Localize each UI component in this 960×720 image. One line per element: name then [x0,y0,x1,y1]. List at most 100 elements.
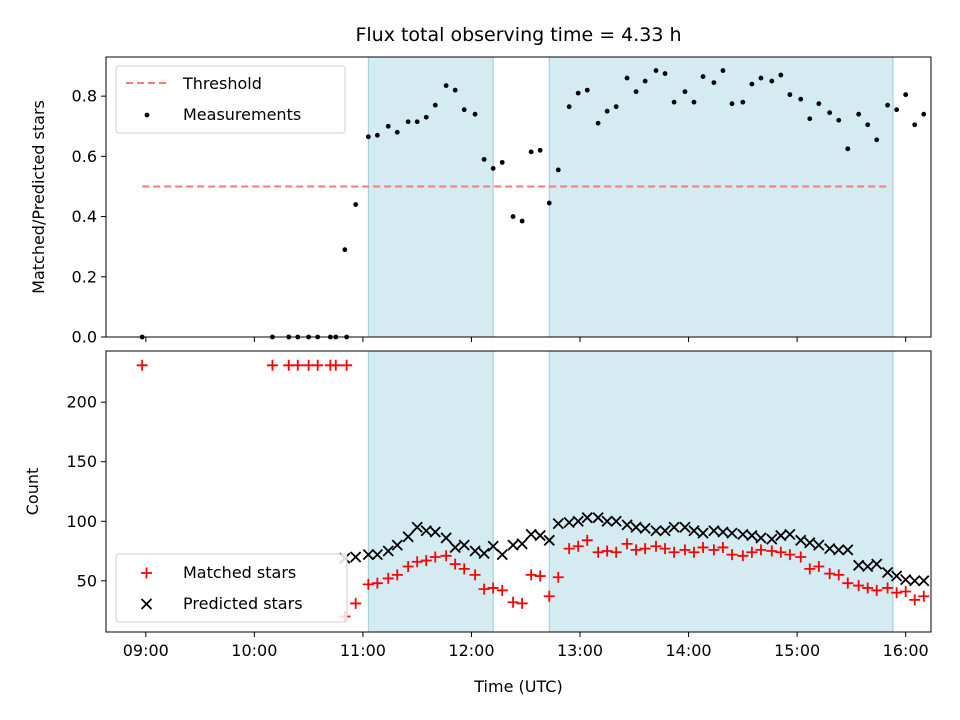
measurement-point [342,247,348,253]
measurement-point [856,111,862,117]
y-tick-label: 0.2 [72,267,97,286]
y-tick-label: 150 [66,452,97,471]
predicted-star-point [507,539,519,551]
measurement-point [575,90,581,96]
measurement-point [374,132,380,138]
measurement-point [874,137,880,143]
predicted-star-point [563,516,575,529]
measurement-point [807,116,813,122]
x-axis-label: Time (UTC) [473,677,562,696]
x-tick-label: 16:00 [883,641,929,660]
predicted-star-point [813,539,825,551]
predicted-star-point [871,558,883,570]
predicted-star-point [449,541,461,554]
matched-star-point [469,569,481,581]
measurement-point [633,89,639,95]
y-axis-label: Matched/Predicted stars [29,100,48,294]
predicted-star-point [659,525,671,537]
y-tick-label: 0.8 [72,87,97,106]
observing-interval-band [367,56,494,338]
legend-matched-swatch [141,567,152,579]
axes-frame [105,56,932,338]
measurement-point [353,202,359,207]
predicted-star-point [918,575,930,587]
matched-star-point [601,545,613,557]
matched-star-point [266,359,278,371]
matched-star-point [507,596,519,608]
matched-star-point [688,546,700,558]
measurement-point [711,80,717,85]
measurement-point [671,99,677,105]
matched-star-point [900,586,912,598]
axes-frame [105,350,932,633]
predicted-star-point [478,547,490,560]
measurement-point [528,149,534,155]
measurement-point [758,75,764,81]
predicted-star-point [784,528,796,541]
x-tick-label: 15:00 [774,641,820,660]
matched-star-point [784,549,796,561]
predicted-star-point [411,521,423,533]
matched-star-point [659,543,671,555]
measurement-point [481,156,487,162]
measurement-point [499,159,505,165]
measurement-point [490,165,496,171]
legend-matched-label: Matched stars [183,563,296,582]
measurement-point [921,111,927,117]
matched-star-point [766,545,778,557]
legend-box [115,553,348,623]
predicted-star-point [668,521,680,533]
predicted-star-point [487,540,499,552]
panel-ratio: 0.0 0.2 0.4 0.6 0.8 Matched/Predicted stars Fl… [29,24,932,347]
matched-star-point [581,534,593,546]
y-tick-label: 0.6 [72,147,97,166]
predicted-star-point [726,527,738,539]
measurement-point [816,101,822,107]
measurement-point [510,214,516,219]
measurement-point [885,102,890,108]
measurement-point [405,119,411,125]
matched-star-point [833,569,845,581]
predicted-star-point [755,532,767,544]
predicted-star-point [824,543,836,555]
observing-interval-band [548,56,894,338]
predicted-star-point [746,529,758,542]
matched-star-point [420,555,432,567]
matched-star-point [516,597,528,609]
measurement-point [700,74,706,79]
matched-star-point [496,584,508,596]
legend: Threshold Measurements [115,65,346,134]
x-tick-label: 11:00 [340,641,386,660]
measurement-point [662,71,668,76]
measurement-point [519,218,525,224]
legend-measurements-label: Measurements [183,105,301,124]
legend-box [115,65,346,134]
x-tick-label: 13:00 [557,641,603,660]
measurement-point [566,104,572,110]
matched-star-point [668,546,680,558]
measurement-point [653,68,659,73]
chart-title: Flux total observing time = 4.33 h [355,24,681,46]
matched-star-point [871,584,883,596]
legend-measurements-swatch [144,112,150,118]
y-axis-label: Count [23,468,42,516]
legend-threshold-label: Threshold [182,74,262,93]
predicted-star-point [881,566,894,579]
measurement-point [613,104,619,110]
predicted-star-point [650,525,662,537]
measurement-point [443,83,449,89]
measurement-point [394,129,400,135]
legend: Matched stars Predicted stars [115,553,348,623]
matched-star-point [679,544,691,556]
matched-star-point [639,543,651,555]
measurement-point [537,147,543,153]
predicted-star-point [382,545,394,557]
matched-star-point [371,577,383,589]
matched-star-point [650,540,662,552]
y-tick-label: 0.0 [72,328,97,347]
measurement-point [423,114,429,120]
predicted-star-point [679,521,691,533]
measurement-point [414,119,420,125]
legend-predicted-swatch [140,598,153,610]
y-tick-label: 50 [77,571,97,590]
